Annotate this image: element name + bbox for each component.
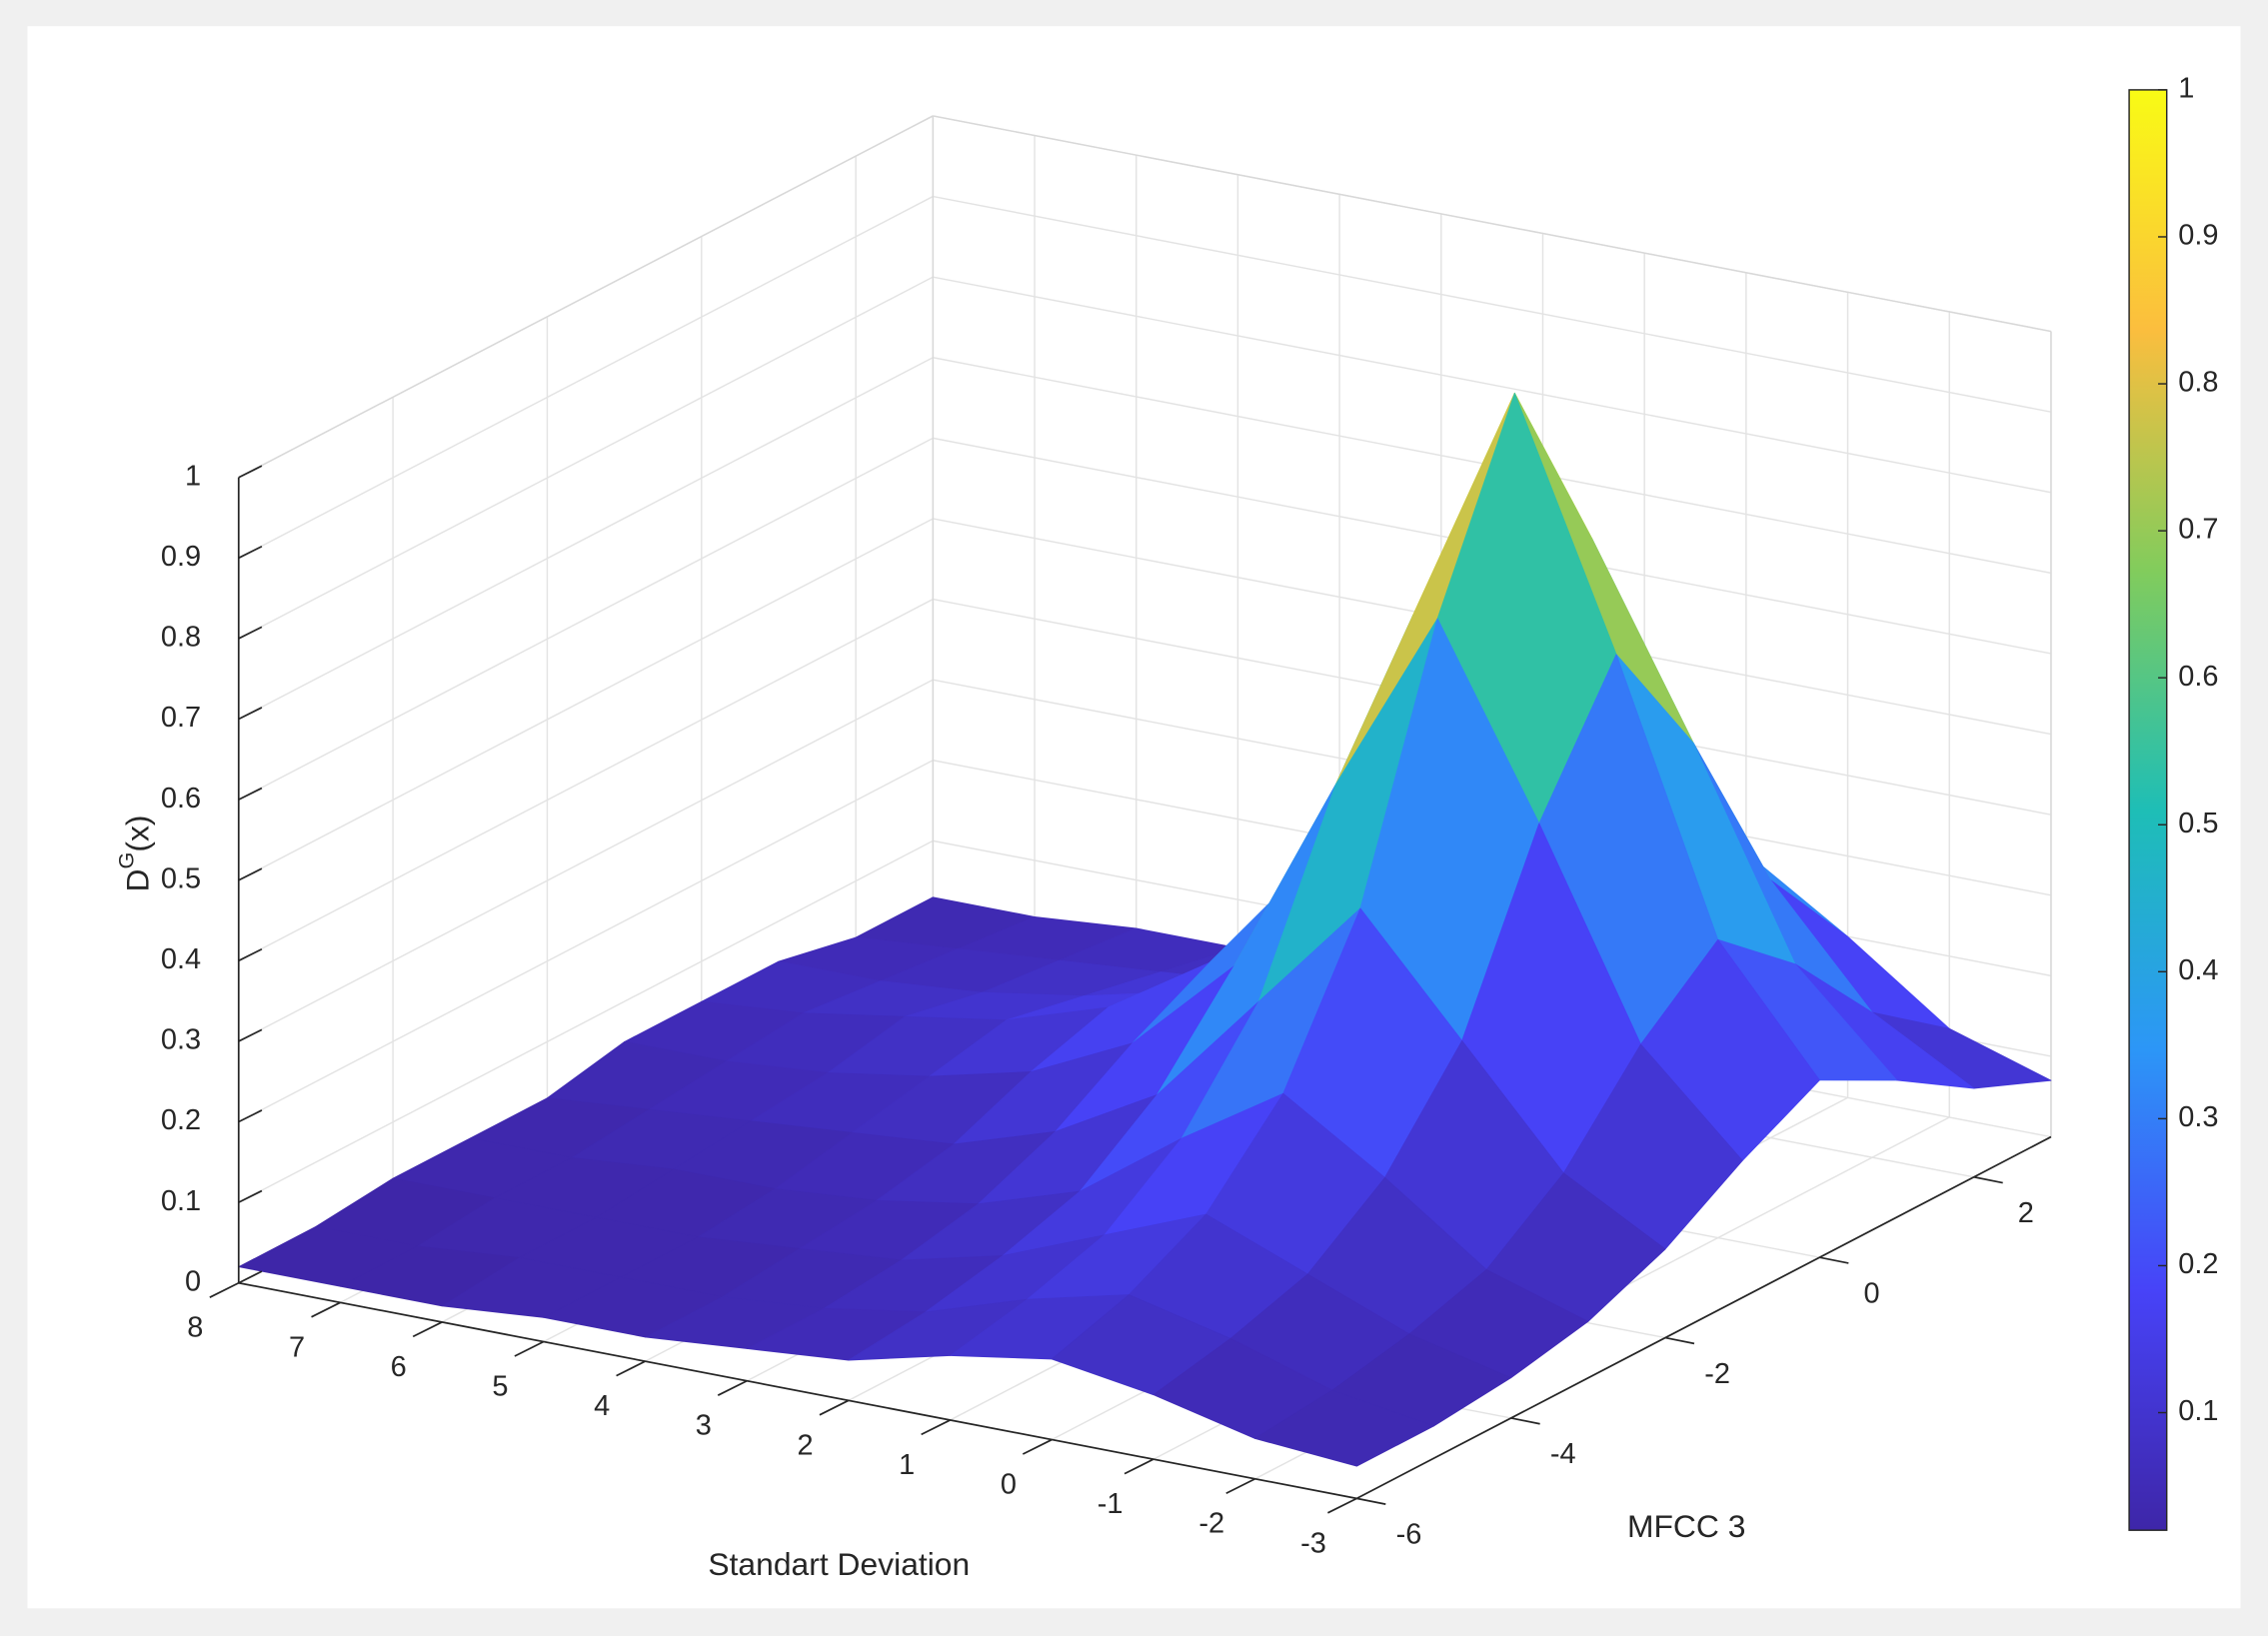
x-tick-label: 0 xyxy=(1001,1468,1017,1500)
x-tick xyxy=(819,1399,850,1416)
x-tick-label: 5 xyxy=(492,1370,508,1402)
z-tick-label: 0.3 xyxy=(161,1024,201,1056)
colorbar-tick-label: 0.3 xyxy=(2178,1101,2218,1133)
z-tick-label: 0.5 xyxy=(161,862,201,894)
z-tick-label: 1 xyxy=(185,460,201,492)
z-tick-label: 0.2 xyxy=(161,1104,201,1136)
y-tick xyxy=(1973,1175,2003,1184)
x-tick-label: 7 xyxy=(289,1331,305,1363)
x-tick xyxy=(1022,1438,1053,1455)
grid-line xyxy=(238,437,934,801)
grid-line xyxy=(238,839,934,1203)
z-tick-label: 0.8 xyxy=(161,622,201,654)
z-tick xyxy=(238,1109,263,1123)
z-tick xyxy=(238,545,263,560)
colorbar-fill xyxy=(2128,89,2168,1531)
z-tick xyxy=(238,1270,263,1284)
y-tick-label: -6 xyxy=(1396,1519,1422,1551)
z-tick-label: 0.9 xyxy=(161,541,201,573)
surface-facet xyxy=(1254,1389,1434,1467)
x-tick-label: 2 xyxy=(797,1429,813,1461)
x-tick-label: 4 xyxy=(594,1390,610,1422)
x-tick-label: 6 xyxy=(391,1351,407,1383)
colorbar-tick-label: 0.6 xyxy=(2178,661,2218,693)
x-tick xyxy=(1124,1458,1154,1475)
colorbar-tick-label: 0.5 xyxy=(2178,808,2218,839)
x-tick-label: 1 xyxy=(899,1449,915,1481)
x-axis-line xyxy=(238,1281,1357,1500)
z-tick xyxy=(238,1189,263,1203)
y-tick-label: -2 xyxy=(1704,1358,1730,1390)
x-tick-label: -2 xyxy=(1198,1508,1224,1540)
z-tick xyxy=(238,947,263,962)
x-axis-label: Standart Deviation xyxy=(708,1546,970,1582)
colorbar-tick-label: 0.9 xyxy=(2178,220,2218,252)
colorbar-tick-label: 0.8 xyxy=(2178,367,2218,399)
y-tick xyxy=(1819,1256,1849,1264)
y-tick-label: 0 xyxy=(1863,1277,1879,1309)
z-label-base: D xyxy=(120,868,156,891)
x-tick xyxy=(717,1379,748,1396)
x-tick xyxy=(1225,1477,1256,1494)
y-tick-label: -4 xyxy=(1550,1438,1576,1470)
x-tick xyxy=(1327,1497,1357,1514)
z-tick xyxy=(238,787,263,801)
z-tick-label: 0.6 xyxy=(161,783,201,815)
z-tick xyxy=(238,867,263,881)
x-tick xyxy=(209,1281,240,1298)
y-axis-line xyxy=(1355,1135,2052,1500)
grid-line xyxy=(238,598,934,961)
z-tick xyxy=(238,465,263,479)
grid-line xyxy=(238,276,934,640)
y-tick xyxy=(1510,1417,1540,1425)
colorbar-tick-label: 1 xyxy=(2178,73,2194,105)
y-tick xyxy=(1356,1497,1386,1505)
box-edge xyxy=(933,115,2052,333)
y-axis-label: MFCC 3 xyxy=(1627,1508,1745,1544)
axes: 0 0.1 0.2 0.3 0.4 0.5 0.6 0.7 0.8 0.9 1 -3 -2 -1 0 1 2 3 4… xyxy=(161,460,2052,1559)
colorbar-tick-label: 0.1 xyxy=(2178,1395,2218,1427)
grid-line xyxy=(933,195,2052,413)
colorbar-tick-label: 0.7 xyxy=(2178,514,2218,546)
x-tick xyxy=(311,1301,341,1318)
x-tick xyxy=(412,1321,443,1338)
grid-line xyxy=(238,195,934,559)
y-tick xyxy=(1664,1336,1695,1345)
grid-line xyxy=(238,357,934,721)
colorbar: 0.1 0.2 0.3 0.4 0.5 0.6 0.7 0.8 0.9 1 xyxy=(2128,73,2219,1531)
x-tick-label: 3 xyxy=(696,1410,712,1442)
x-tick-label: 8 xyxy=(187,1312,203,1344)
x-tick-label: -3 xyxy=(1300,1527,1326,1559)
y-tick-label: 2 xyxy=(2018,1197,2034,1229)
z-tick xyxy=(238,707,263,721)
z-tick-label: 0.7 xyxy=(161,702,201,734)
z-tick xyxy=(238,1028,263,1042)
grid-line xyxy=(238,518,934,881)
colorbar-tick-label: 0.4 xyxy=(2178,954,2218,986)
z-axis-label: DG(x) xyxy=(113,815,156,891)
x-tick xyxy=(921,1419,951,1436)
x-tick xyxy=(514,1340,545,1357)
z-tick-label: 0 xyxy=(185,1265,201,1297)
z-label-rest: (x) xyxy=(120,815,156,851)
z-label-superscript: G xyxy=(113,852,138,869)
box-edge xyxy=(238,115,934,479)
x-tick xyxy=(616,1360,646,1377)
grid-line xyxy=(238,760,934,1123)
grid-line xyxy=(933,276,2052,494)
z-tick-label: 0.1 xyxy=(161,1185,201,1217)
colorbar-tick-label: 0.2 xyxy=(2178,1248,2218,1280)
x-tick-label: -1 xyxy=(1098,1488,1124,1520)
grid-line xyxy=(238,679,934,1042)
z-tick xyxy=(238,626,263,640)
surface xyxy=(238,392,2052,1467)
z-tick-label: 0.4 xyxy=(161,943,201,975)
